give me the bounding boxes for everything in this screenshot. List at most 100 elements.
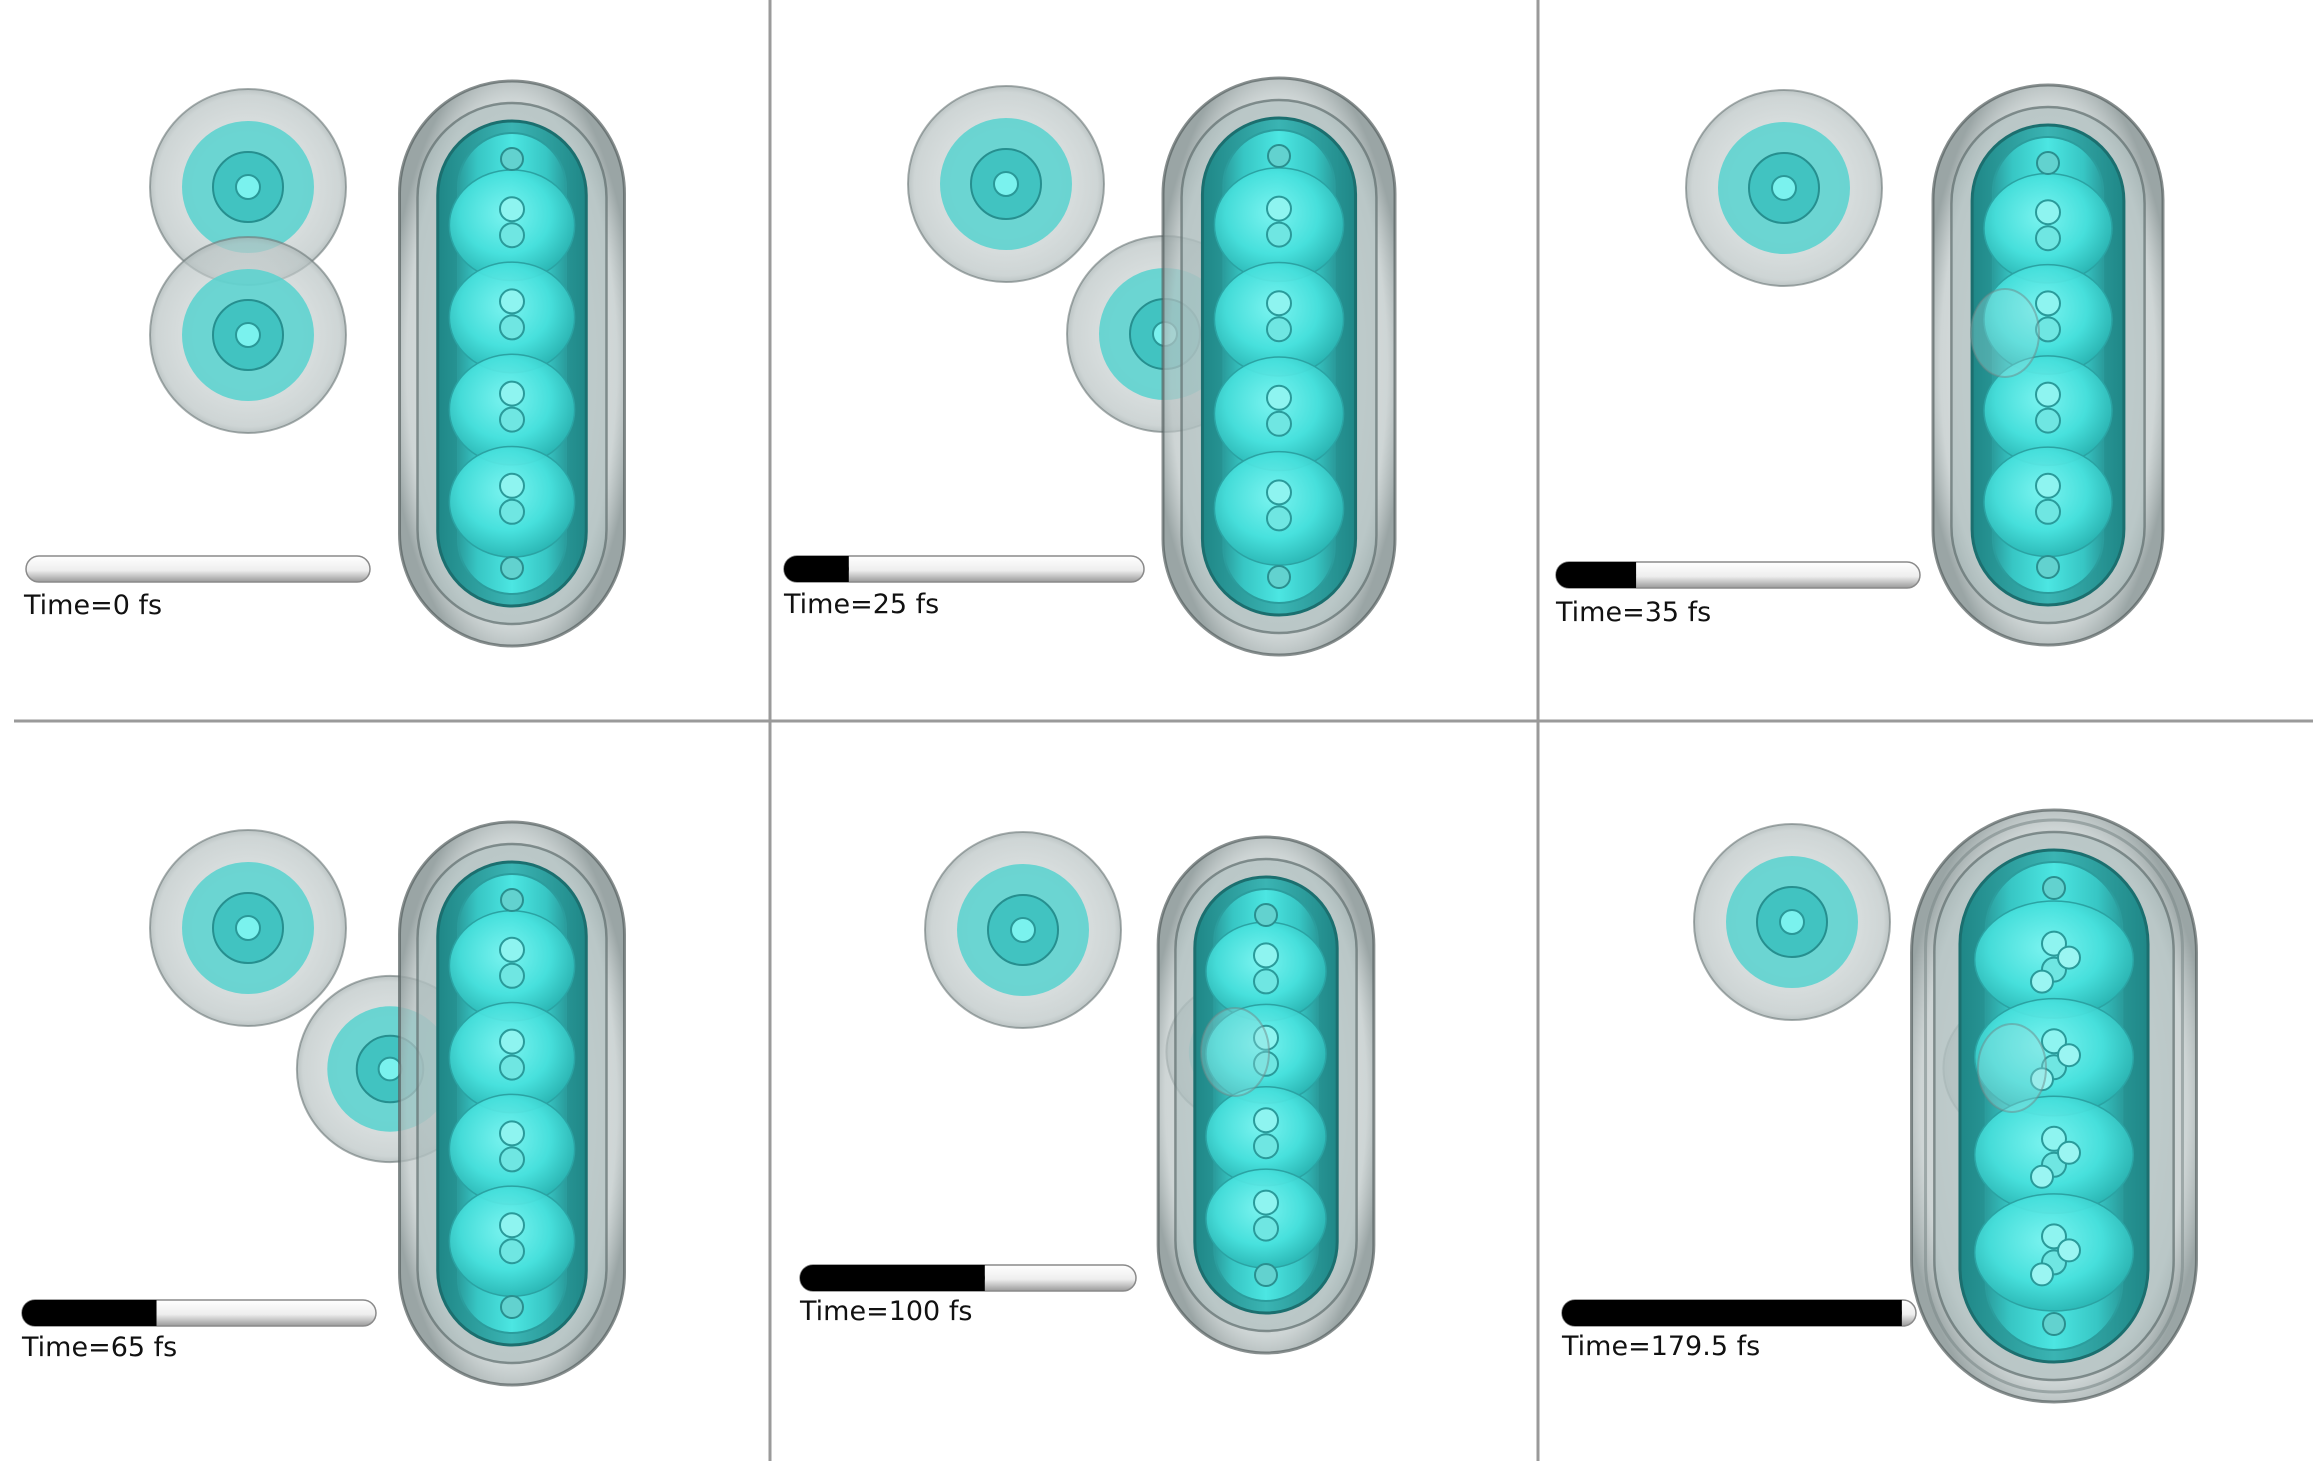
alkane-molecule-atom-3c xyxy=(2057,1238,2081,1263)
alkane-molecule-atom-0a xyxy=(1253,942,1279,969)
hydrogen-reacting-nucleus xyxy=(377,1056,403,1082)
alkane-molecule-atom-2d xyxy=(2030,1164,2054,1189)
alkane-molecule-atom-3a xyxy=(2041,1223,2067,1250)
panel-dividers xyxy=(14,0,2313,1461)
time-progress-bar-fill xyxy=(784,556,849,582)
alkane-molecule-atom-1b xyxy=(1266,316,1292,343)
hydrogen-free-nucleus xyxy=(1771,175,1797,201)
time-progress-bar-fill xyxy=(800,1265,985,1291)
alkane-molecule-atom-0c xyxy=(2057,945,2081,970)
alkane-molecule-atom-0d xyxy=(2030,969,2054,994)
alkane-molecule-atom-0b xyxy=(499,222,525,249)
panel-2 xyxy=(783,76,1397,657)
hydrogen-free-nucleus xyxy=(993,171,1019,197)
alkane-molecule-atom-2a xyxy=(1253,1107,1279,1134)
alkane-molecule-atom-3b xyxy=(499,498,525,525)
alkane-molecule-atom-2c xyxy=(2057,1140,2081,1165)
alkane-molecule-atom-1b xyxy=(2035,316,2061,343)
alkane-molecule-atom-0b xyxy=(499,962,525,989)
time-progress-bar-fill-edge xyxy=(1888,1300,1902,1326)
alkane-molecule-atom-3b xyxy=(2035,498,2061,525)
hydrogen-free-nucleus xyxy=(1779,909,1805,935)
hydrogen-free xyxy=(149,829,347,1027)
alkane-molecule xyxy=(1161,76,1397,657)
alkane-molecule-atom-1a xyxy=(499,288,525,315)
alkane-molecule-end-atom-top xyxy=(500,147,524,171)
time-label: Time=100 fs xyxy=(800,1296,973,1327)
alkane-molecule-atom-0a xyxy=(2035,199,2061,226)
time-progress-bar-fill xyxy=(1556,562,1637,588)
alkane-molecule xyxy=(1910,808,2198,1404)
time-progress-bar-fill-edge xyxy=(971,1265,985,1291)
alkane-molecule-atom-3a xyxy=(499,472,525,499)
hydrogen-absorbed-bump xyxy=(1200,1007,1270,1097)
alkane-molecule-atom-1a xyxy=(499,1028,525,1055)
time-progress-bar xyxy=(1561,1299,1917,1327)
alkane-molecule-end-atom-bottom xyxy=(500,1295,524,1319)
alkane-molecule-atom-3a xyxy=(1253,1189,1279,1216)
alkane-molecule-end-atom-bottom xyxy=(2036,555,2060,579)
time-label: Time=179.5 fs xyxy=(1562,1331,1761,1362)
alkane-molecule-atom-2b xyxy=(2035,407,2061,434)
alkane-molecule-atom-0a xyxy=(499,196,525,223)
alkane-molecule-atom-1a xyxy=(1253,1024,1279,1051)
time-progress-bar-fill-edge xyxy=(835,556,849,582)
time-progress-bar xyxy=(25,555,371,583)
alkane-molecule-atom-1b xyxy=(499,314,525,341)
time-label: Time=65 fs xyxy=(22,1332,178,1363)
alkane-molecule xyxy=(398,820,626,1387)
alkane-molecule-atom-1b xyxy=(1253,1050,1279,1077)
alkane-molecule xyxy=(398,79,626,648)
alkane-molecule-end-atom-bottom xyxy=(500,556,524,580)
alkane-molecule xyxy=(1931,83,2165,647)
alkane-molecule-atom-1b xyxy=(499,1054,525,1081)
alkane-molecule-atom-1c xyxy=(2057,1043,2081,1068)
hydrogen-free xyxy=(907,85,1105,283)
panel-6 xyxy=(1561,808,2198,1404)
panel-3 xyxy=(1555,83,2165,647)
alkane-molecule-atom-3a xyxy=(499,1212,525,1239)
alkane-molecule-atom-0a xyxy=(1266,195,1292,222)
hydrogen-free-nucleus xyxy=(1010,917,1036,943)
time-progress-bar xyxy=(783,555,1145,583)
alkane-molecule-atom-3a xyxy=(2035,472,2061,499)
hydrogen-free-nucleus xyxy=(235,915,261,941)
time-progress-bar xyxy=(1555,561,1921,589)
alkane-molecule-atom-3b xyxy=(499,1238,525,1265)
alkane-molecule-atom-0b xyxy=(1266,221,1292,248)
alkane-molecule-end-atom-bottom xyxy=(2042,1312,2066,1336)
alkane-molecule-end-atom-top xyxy=(2042,876,2066,900)
alkane-molecule-atom-2a xyxy=(499,1120,525,1147)
hydrogen-top-nucleus xyxy=(235,174,261,200)
alkane-molecule-outer-ripple xyxy=(1924,818,2184,1394)
hydrogen-absorbed-bump xyxy=(1970,288,2040,378)
alkane-molecule-end-atom-top xyxy=(500,888,524,912)
alkane-molecule-atom-2b xyxy=(1253,1133,1279,1160)
alkane-molecule-atom-1a xyxy=(2035,290,2061,317)
alkane-molecule-atom-2a xyxy=(1266,384,1292,411)
time-label: Time=25 fs xyxy=(784,589,940,620)
time-progress-bar xyxy=(21,1299,377,1327)
time-progress-bar-fill-edge xyxy=(1623,562,1637,588)
panel-5 xyxy=(799,831,1376,1355)
alkane-molecule-atom-3d xyxy=(2030,1262,2054,1287)
alkane-molecule-end-atom-bottom xyxy=(1254,1263,1278,1287)
alkane-molecule-end-atom-bottom xyxy=(1267,565,1291,589)
alkane-molecule-atom-2b xyxy=(499,406,525,433)
alkane-molecule-atom-2a xyxy=(2035,381,2061,408)
hydrogen-bottom xyxy=(149,236,347,434)
alkane-molecule-atom-0a xyxy=(2041,930,2067,957)
hydrogen-free xyxy=(1685,89,1883,287)
time-progress-bar-fill xyxy=(22,1300,157,1326)
alkane-molecule xyxy=(1156,835,1376,1355)
alkane-molecule-atom-3b xyxy=(1253,1215,1279,1242)
hydrogen-free xyxy=(924,831,1122,1029)
alkane-molecule-atom-3b xyxy=(1266,505,1292,532)
alkane-molecule-atom-1a xyxy=(2041,1028,2067,1055)
alkane-molecule-atom-0a xyxy=(499,936,525,963)
alkane-molecule-atom-1a xyxy=(1266,290,1292,317)
time-label: Time=35 fs xyxy=(1556,597,1712,628)
alkane-molecule-atom-2b xyxy=(499,1146,525,1173)
